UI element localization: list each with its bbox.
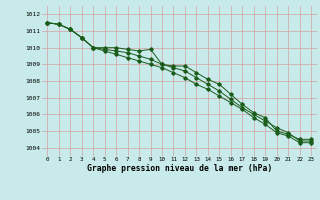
X-axis label: Graphe pression niveau de la mer (hPa): Graphe pression niveau de la mer (hPa) xyxy=(87,164,272,173)
